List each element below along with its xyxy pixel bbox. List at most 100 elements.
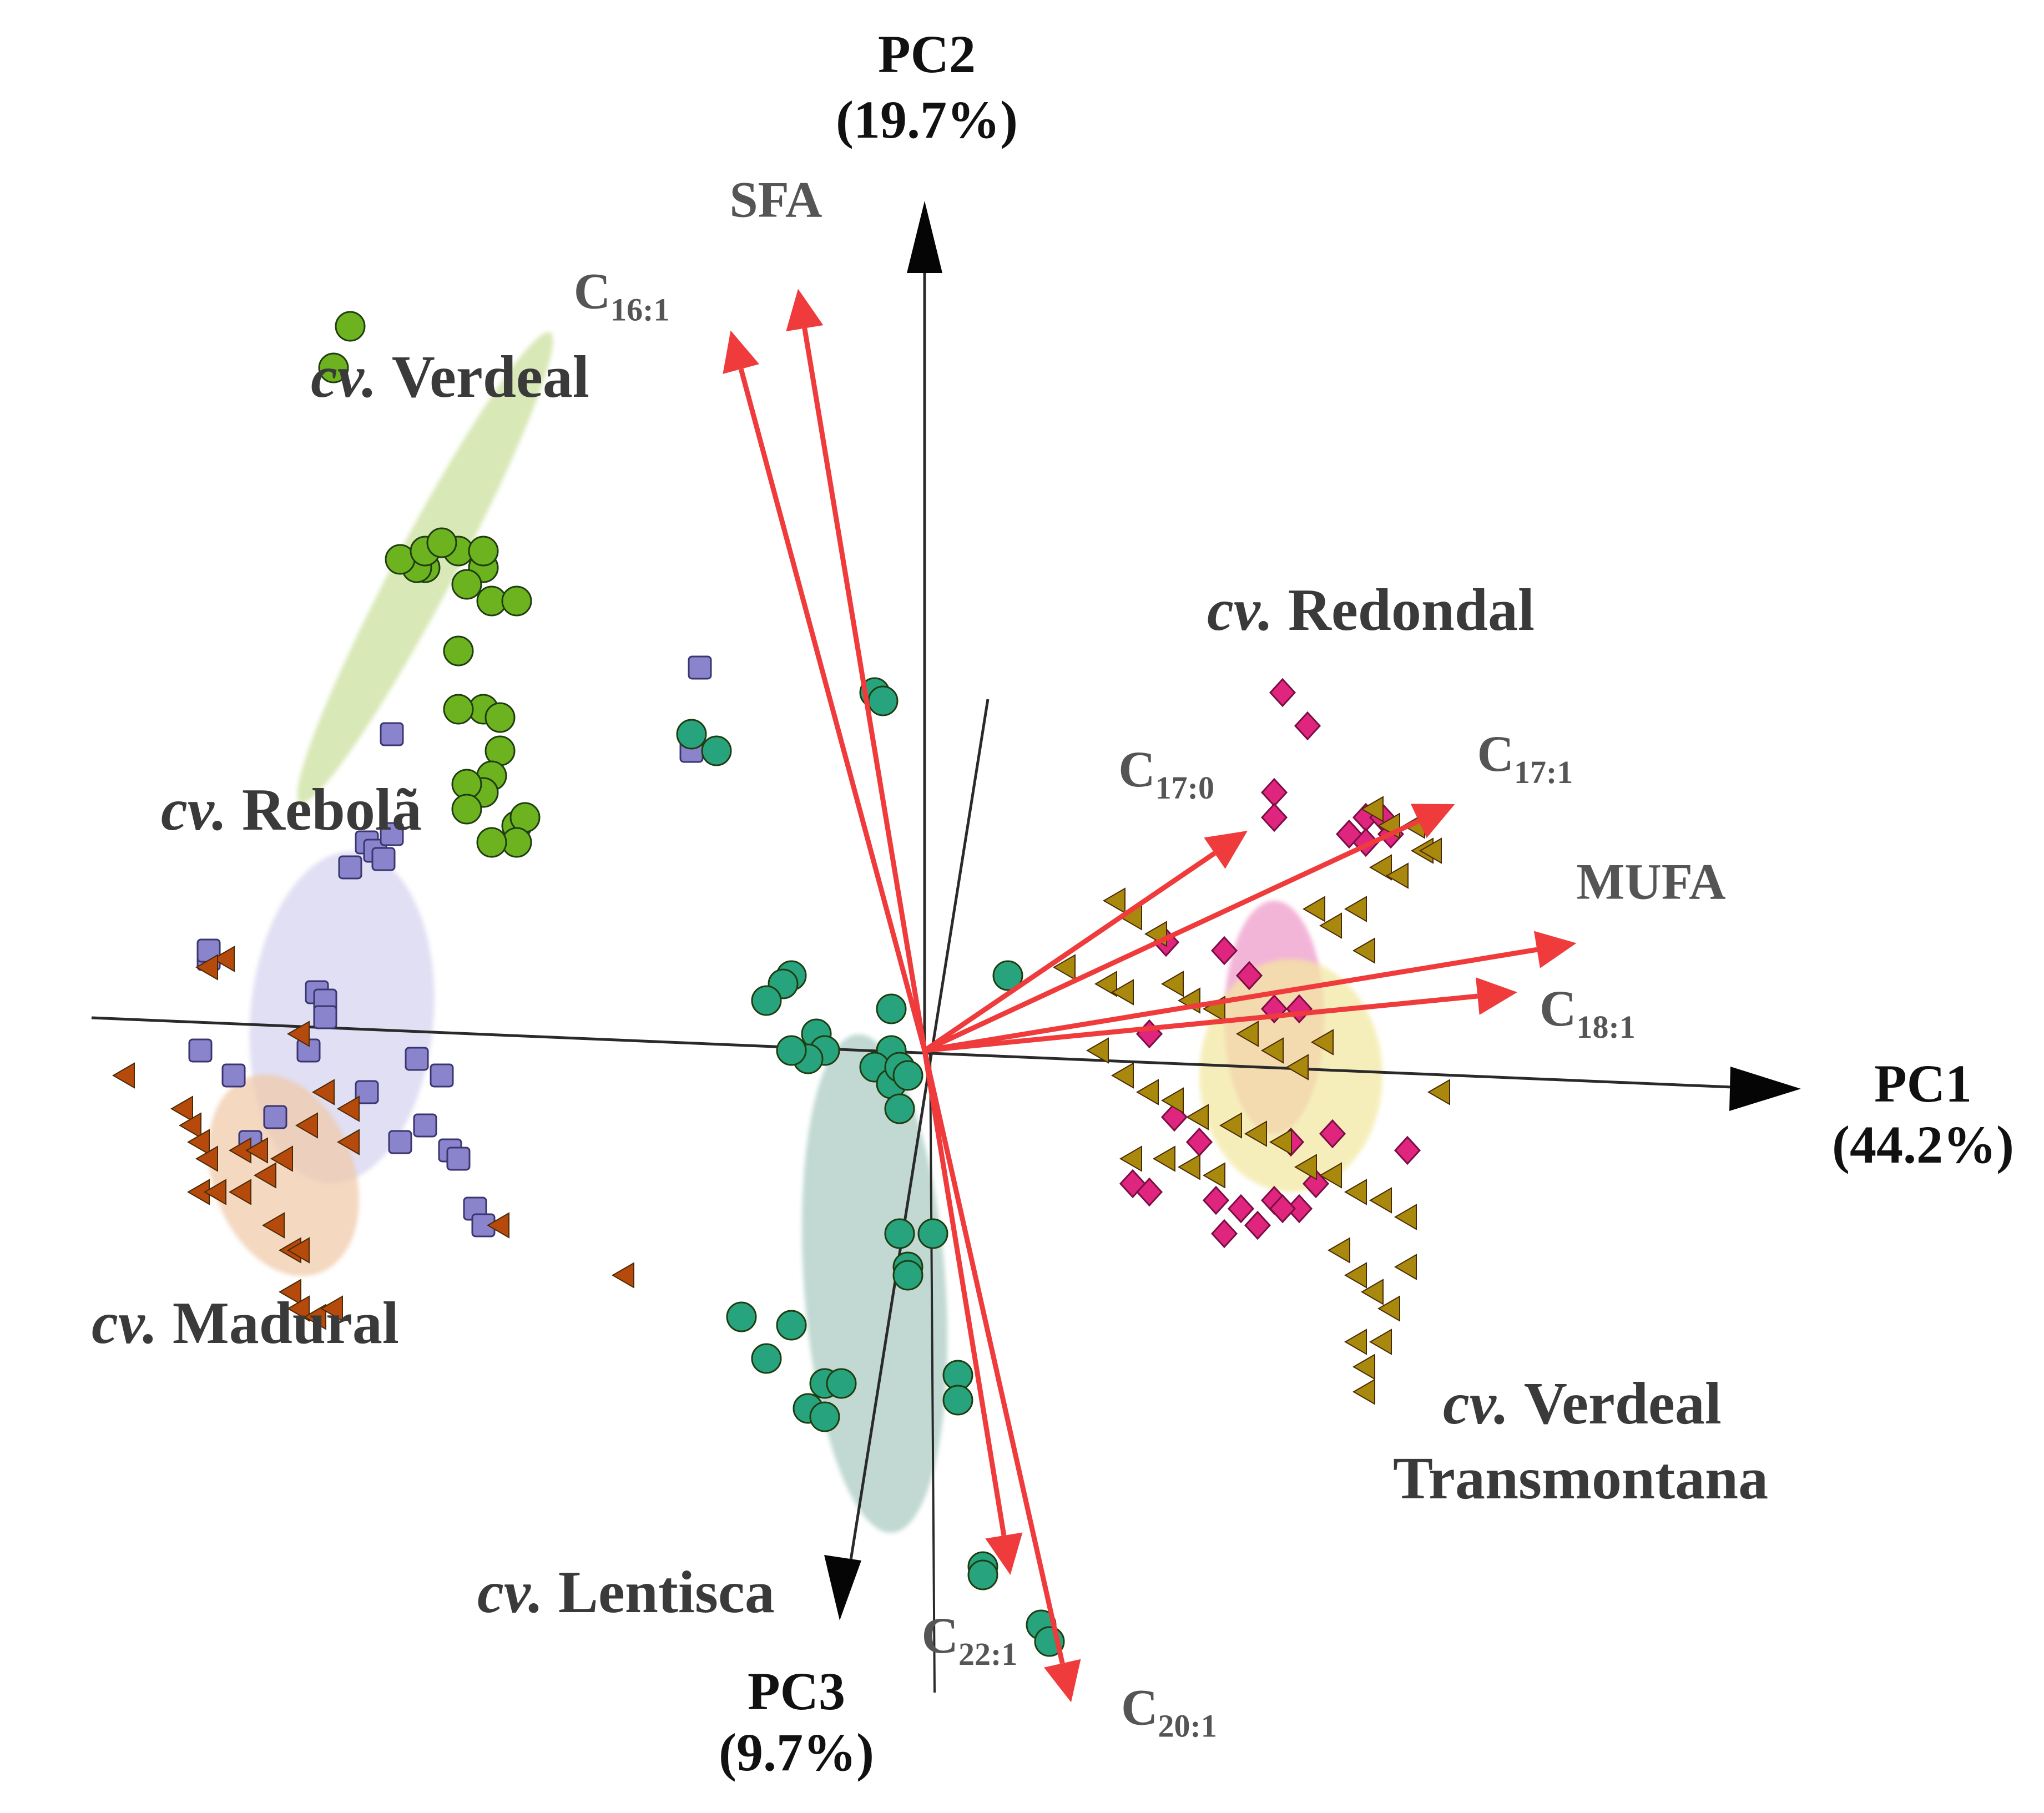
c201-loading-arrowhead (1044, 1659, 1081, 1703)
c181-loading-line (924, 993, 1478, 1053)
c161-loading-label: C16:1 (574, 263, 670, 328)
verdeal_trans-point-7 (1303, 896, 1325, 922)
pc3-axis-arrowhead (824, 1555, 861, 1620)
lentisca-group-name: Lentisca (558, 1559, 775, 1625)
verdeal_trans-point-14 (1053, 954, 1076, 981)
verdeal_trans-point-43 (1361, 1279, 1384, 1305)
verdeal_trans-point-44 (1377, 1295, 1400, 1322)
sfa-loading-label: SFA (730, 171, 822, 228)
lentisca-point-33 (967, 1559, 998, 1590)
redondal-point-14 (1135, 1019, 1163, 1049)
verdeal_trans-group-label-line2: Transmontana (1393, 1446, 1768, 1512)
pc2-axis-variance: (19.7%) (836, 90, 1018, 149)
c171-label-base: C (1477, 725, 1514, 782)
lentisca-point-8 (876, 993, 907, 1024)
madural-point-4 (179, 1112, 201, 1139)
verdeal_trans-point-8 (1344, 896, 1367, 922)
c170-loading-label: C17:0 (1118, 741, 1214, 806)
c221-label-subscript: 22:1 (958, 1636, 1017, 1672)
madural-point-20 (337, 1095, 360, 1122)
madural-point-8 (245, 1137, 268, 1164)
madural-ellipse (208, 1074, 359, 1276)
c161-loading-line (738, 368, 927, 1052)
madural-point-18 (304, 1304, 326, 1330)
sfa-loading-line (802, 327, 927, 1051)
madural-point-24 (270, 1145, 293, 1172)
rebola-group-label: cv. Rebolã (161, 777, 422, 843)
verdeal-point-0 (335, 311, 366, 342)
lentisca-point-23 (726, 1301, 757, 1332)
redondal-point-22 (1202, 1185, 1230, 1215)
verdeal_trans-point-40 (1203, 1162, 1225, 1189)
verdeal-point-11 (484, 702, 516, 733)
redondal-point-16 (1185, 1127, 1213, 1157)
pc1-axis-title: PC1 (1874, 1054, 1972, 1113)
c221-label-base: C (922, 1607, 958, 1664)
lentisca-point-16 (892, 1060, 923, 1091)
verdeal_trans-point-21 (1261, 1037, 1284, 1064)
redondal-point-19 (1394, 1135, 1421, 1165)
verdeal_trans-point-42 (1344, 1262, 1367, 1289)
c201-label-subscript: 20:1 (1158, 1708, 1217, 1744)
lentisca-ellipse (801, 1034, 948, 1533)
madural-point-22 (337, 1129, 360, 1155)
rebola-point-23 (446, 1147, 471, 1171)
c181-loading-label: C18:1 (1540, 980, 1636, 1045)
verdeal_trans-group-name: Verdeal (1524, 1371, 1722, 1437)
c170-label-subscript: 17:0 (1155, 770, 1214, 806)
redondal-point-10 (1210, 936, 1238, 966)
c221-loading-line (922, 1050, 1007, 1536)
c171-loading-arrowhead (1410, 804, 1455, 839)
c171-loading-line (923, 819, 1420, 1053)
pc3-axis-variance: (9.7%) (719, 1723, 874, 1782)
verdeal-point-5 (451, 569, 482, 600)
madural-point-17 (287, 1295, 310, 1322)
rebola-point-16 (221, 1063, 246, 1088)
rebola-point-12 (313, 1005, 337, 1029)
verdeal_trans-point-17 (1161, 971, 1184, 997)
verdeal-point-24 (426, 527, 457, 558)
verdeal_trans-point-33 (1319, 1162, 1342, 1189)
lentisca-point-17 (884, 1093, 915, 1124)
c201-label-base: C (1121, 1679, 1158, 1736)
redondal-point-7 (1335, 819, 1363, 849)
redondal-point-1 (1294, 711, 1321, 741)
verdeal_trans-point-46 (1344, 1329, 1367, 1355)
c170-label-base: C (1118, 741, 1155, 797)
verdeal_trans-point-50 (1427, 1079, 1450, 1105)
verdeal_trans-point-45 (1394, 1254, 1417, 1280)
verdeal_trans-point-36 (1394, 1204, 1417, 1230)
madural-point-3 (170, 1095, 193, 1122)
verdeal_trans-point-22 (1286, 1054, 1309, 1080)
madural-point-2 (112, 1062, 135, 1089)
pc2-axis-arrowhead (907, 201, 942, 273)
verdeal_trans-point-41 (1328, 1237, 1350, 1264)
verdeal_trans-point-15 (1094, 971, 1117, 997)
c181-label-subscript: 18:1 (1576, 1009, 1635, 1045)
verdeal_trans-point-47 (1352, 1354, 1375, 1380)
madural-point-1 (195, 954, 218, 981)
verdeal_trans-point-34 (1344, 1179, 1367, 1205)
madural-point-23 (487, 1212, 509, 1239)
verdeal_trans-point-39 (1178, 1154, 1200, 1180)
rebola-group-name: Rebolã (242, 777, 422, 843)
redondal-group-cv: cv. (1207, 577, 1288, 643)
verdeal_trans-point-6 (1386, 862, 1409, 889)
verdeal_trans-group-cv: cv. (1443, 1371, 1524, 1437)
madural-point-21 (312, 1079, 335, 1105)
rebola-group-cv: cv. (161, 777, 242, 843)
verdeal-group-name: Verdeal (392, 344, 589, 410)
pc3-axis-projection-line (929, 1050, 936, 1693)
pc3-axis-line (847, 699, 990, 1571)
redondal-point-11 (1235, 961, 1263, 991)
rebola-point-15 (405, 1047, 429, 1071)
madural-point-13 (262, 1212, 285, 1239)
redondal-point-3 (1260, 802, 1288, 832)
verdeal_trans-group-label: cv. Verdeal (1443, 1371, 1722, 1437)
rebola-point-19 (263, 1105, 287, 1129)
verdeal_trans-point-12 (1319, 912, 1342, 939)
rebola-point-18 (355, 1080, 379, 1104)
